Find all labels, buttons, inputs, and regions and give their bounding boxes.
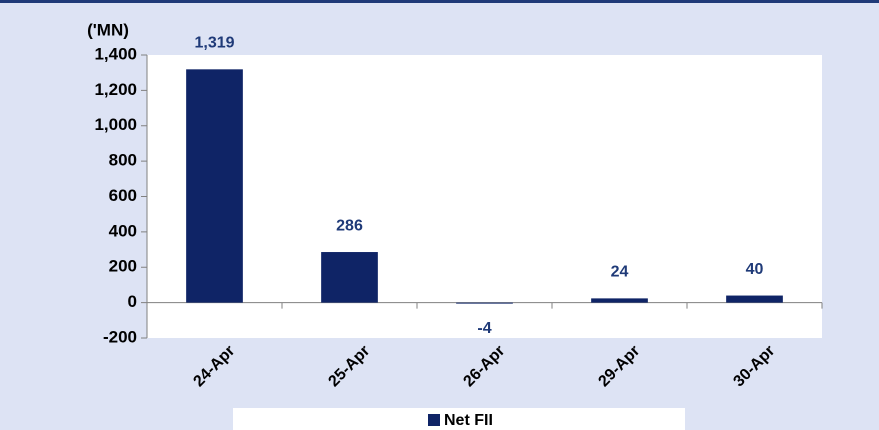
y-axis-label: ('MN) [87,20,129,39]
data-label: 24 [611,264,629,281]
legend-box [233,408,685,430]
y-tick-label: 800 [109,151,137,170]
bar [321,252,378,303]
y-tick-label: 0 [128,292,137,311]
y-tick-label: 400 [109,221,137,240]
data-label: 40 [746,261,764,278]
y-tick-label: 1,200 [94,80,137,99]
bar [591,298,648,303]
y-tick-label: 200 [109,257,137,276]
bar [186,69,243,303]
bar [456,302,513,304]
legend-label: Net FII [444,412,493,429]
y-tick-label: 1,400 [94,44,137,63]
legend-swatch [428,414,440,426]
y-tick-label: 600 [109,186,137,205]
y-tick-label: 1,000 [94,115,137,134]
data-label: 286 [336,217,363,234]
top-border [0,0,879,3]
y-tick-label: -200 [103,327,137,346]
plot-area [147,55,822,338]
data-label: -4 [477,320,491,337]
data-label: 1,319 [194,35,234,52]
bar [726,295,783,303]
